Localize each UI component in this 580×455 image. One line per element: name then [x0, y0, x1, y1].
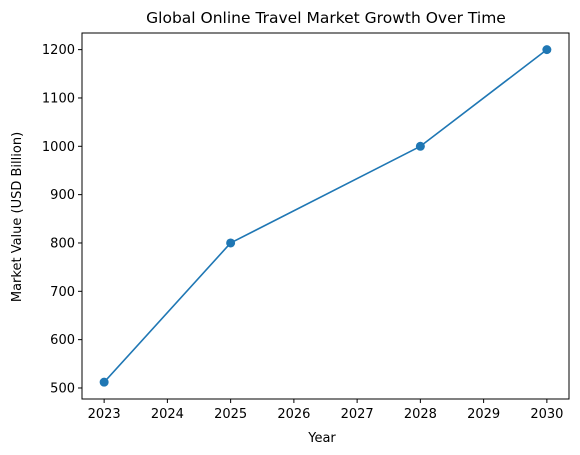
x-tick-label: 2030 — [530, 407, 563, 422]
y-tick-label: 800 — [50, 236, 75, 251]
y-tick-label: 700 — [50, 285, 75, 300]
x-tick-label: 2029 — [467, 407, 500, 422]
y-tick-label: 1200 — [42, 43, 75, 58]
plot-area-frame — [81, 32, 570, 400]
x-axis-ticks: 2023 2024 2025 2026 2027 2028 2029 2030 — [88, 399, 563, 422]
x-tick-label: 2027 — [341, 407, 374, 422]
x-tick-label: 2025 — [214, 407, 247, 422]
y-tick-label: 1100 — [42, 91, 75, 106]
x-axis-label: Year — [307, 431, 336, 446]
y-tick-label: 600 — [50, 333, 75, 348]
y-axis-ticks: 500 600 700 800 900 1000 1100 1200 — [42, 43, 82, 396]
y-tick-label: 900 — [50, 188, 75, 203]
y-tick-label: 500 — [50, 381, 75, 396]
x-tick-label: 2026 — [277, 407, 310, 422]
x-tick-label: 2023 — [88, 407, 121, 422]
x-tick-label: 2028 — [404, 407, 437, 422]
data-point — [226, 238, 236, 248]
data-point — [99, 377, 109, 387]
series-layer — [99, 45, 552, 387]
x-tick-label: 2024 — [151, 407, 184, 422]
series-line — [103, 48, 548, 383]
y-tick-label: 1000 — [42, 140, 75, 155]
data-point — [542, 45, 552, 55]
data-point — [415, 141, 425, 151]
y-axis-label: Market Value (USD Billion) — [10, 132, 25, 302]
chart-title: Global Online Travel Market Growth Over … — [146, 9, 506, 27]
